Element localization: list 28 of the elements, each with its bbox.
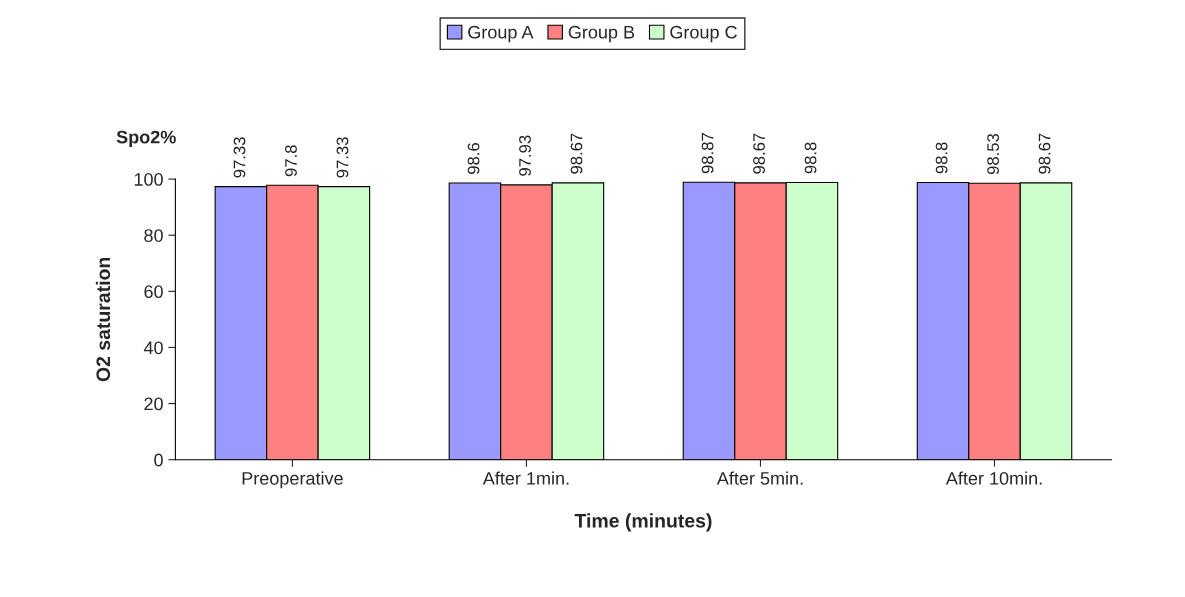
y-tick-label: 40 (143, 341, 163, 355)
data-label: 98.67 (570, 133, 583, 174)
y-tick-label: 60 (144, 285, 163, 299)
data-label: 97.8 (285, 145, 297, 177)
legend-label: Group B (568, 25, 635, 43)
x-tick-label: After 10min. (945, 471, 1042, 485)
x-axis-title: Time (minutes) (574, 513, 712, 532)
data-label: 98.8 (804, 142, 817, 174)
data-label: 98.8 (935, 142, 948, 174)
data-label: 98.67 (753, 133, 765, 174)
y-tick-label: 0 (154, 453, 163, 467)
legend-label: Group A (468, 25, 534, 43)
data-label: 97.33 (233, 137, 246, 178)
data-label: 98.6 (467, 142, 480, 174)
y-axis-title: O2 saturation (95, 257, 111, 382)
x-tick-label: After 5min. (716, 471, 803, 485)
y-tick-label: 100 (134, 173, 163, 186)
y-tick-label: 80 (144, 229, 163, 242)
data-label: 98.53 (987, 133, 999, 175)
data-label: 97.93 (519, 135, 531, 176)
legend-label: Group C (670, 25, 737, 43)
data-label: 98.67 (1038, 133, 1051, 174)
data-label: 98.87 (701, 133, 714, 174)
x-tick-label: After 1min. (482, 471, 569, 485)
text: Spo2% (116, 130, 176, 148)
data-label: 97.33 (336, 137, 349, 178)
y-tick-label: 20 (144, 397, 163, 411)
x-tick-label: Preoperative (242, 471, 343, 489)
